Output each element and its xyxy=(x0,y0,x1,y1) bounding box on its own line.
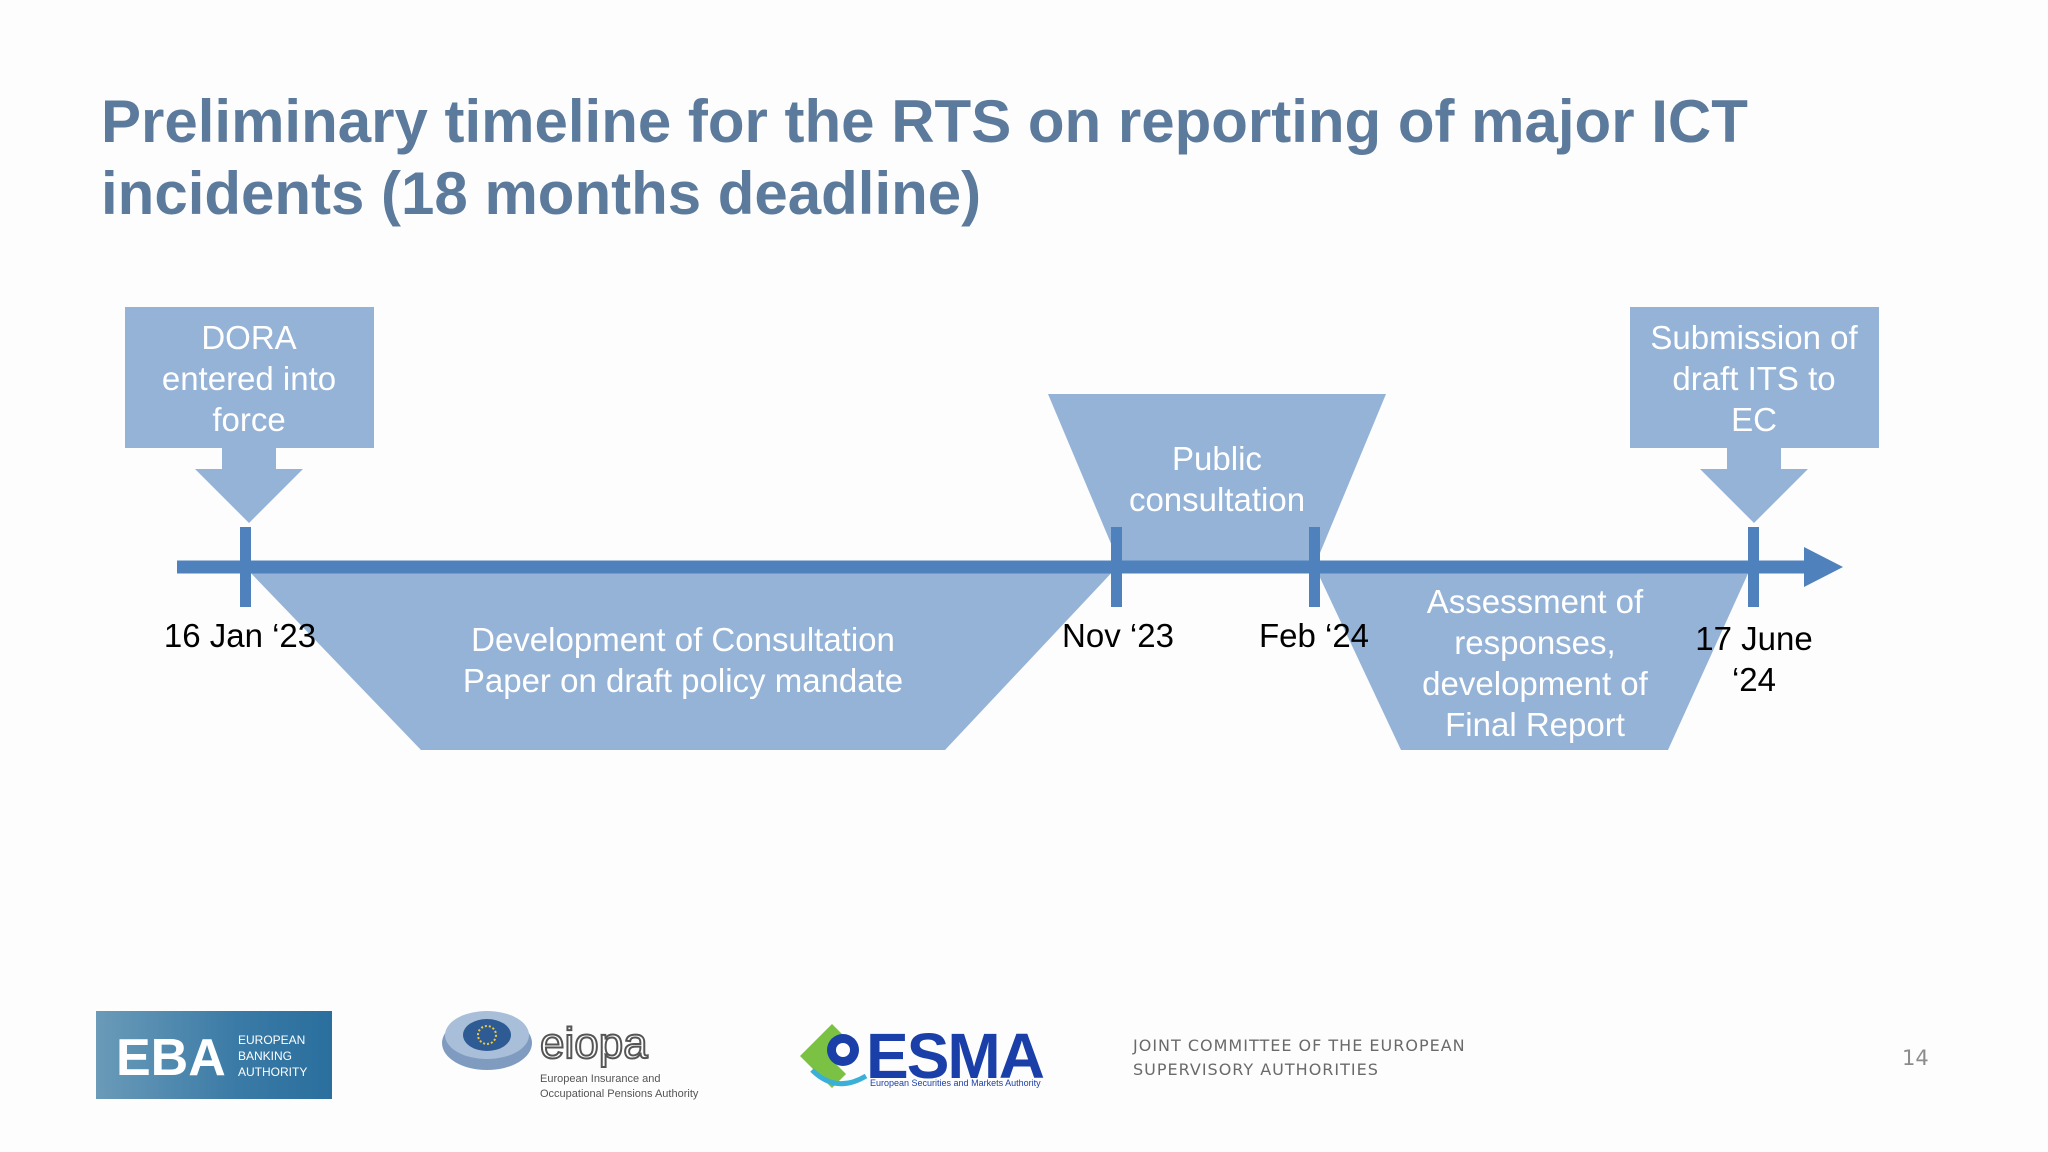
esma-sub: European Securities and Markets Authorit… xyxy=(870,1078,1041,1088)
title-line-1: Preliminary timeline for the RTS on repo… xyxy=(101,88,1748,155)
phase-development-line-1: Development of Consultation xyxy=(471,621,895,658)
callout-dora xyxy=(125,307,374,523)
callout-submission-line-2: draft ITS to xyxy=(1672,360,1835,397)
milestone-tick-feb24 xyxy=(1309,527,1320,607)
phase-assessment-shape xyxy=(1315,567,1751,750)
esma-logo: ESMA European Securities and Markets Aut… xyxy=(800,1020,1046,1092)
phase-development-line-2: Paper on draft policy mandate xyxy=(463,662,903,699)
milestone-date-jan23: 16 Jan ‘23 xyxy=(164,617,316,654)
milestone-date-feb24: Feb ‘24 xyxy=(1259,617,1369,654)
phase-public-consultation-shape xyxy=(1048,394,1386,565)
callout-dora-line-2: entered into xyxy=(162,360,336,397)
milestone-tick-nov23 xyxy=(1111,527,1122,607)
phase-assessment-line-1: Assessment of xyxy=(1427,583,1644,620)
phase-development-shape xyxy=(245,567,1117,750)
phase-assessment-line-4: Final Report xyxy=(1445,706,1625,743)
eba-abbr: EBA xyxy=(116,1029,226,1087)
eba-line-1: EUROPEAN xyxy=(238,1033,305,1047)
slide-title: Preliminary timeline for the RTS on repo… xyxy=(101,86,1901,230)
callout-dora-line-1: DORA xyxy=(201,319,296,356)
eba-line-3: AUTHORITY xyxy=(238,1065,307,1079)
eiopa-sub-1: European Insurance and xyxy=(540,1073,660,1085)
phase-public-consultation-line-2: consultation xyxy=(1129,481,1305,518)
milestone-date-nov23: Nov ‘23 xyxy=(1062,617,1174,654)
phase-assessment-line-3: development of xyxy=(1422,665,1648,702)
joint-committee-label: JOINT COMMITTEE OF THE EUROPEAN SUPERVIS… xyxy=(1133,1034,1466,1082)
callout-submission-line-3: EC xyxy=(1731,401,1777,438)
title-line-2: incidents (18 months deadline) xyxy=(101,160,982,227)
eiopa-sub-2: Occupational Pensions Authority xyxy=(540,1088,699,1100)
joint-committee-line-1: JOINT COMMITTEE OF THE EUROPEAN xyxy=(1133,1036,1466,1055)
page-number: 14 xyxy=(1902,1046,1929,1070)
callout-dora-line-3: force xyxy=(212,401,285,438)
eba-logo: EBA EUROPEAN BANKING AUTHORITY xyxy=(96,1011,332,1099)
timeline-arrowhead xyxy=(1804,547,1843,587)
milestone-tick-jun24 xyxy=(1748,527,1759,607)
phase-public-consultation-line-1: Public xyxy=(1172,440,1262,477)
milestone-date-jun24-line-1: 17 June xyxy=(1695,620,1812,657)
phase-assessment-line-2: responses, xyxy=(1454,624,1615,661)
esma-wordmark: ESMA xyxy=(866,1020,1044,1092)
eiopa-emblem-icon xyxy=(442,1011,532,1070)
esma-emblem-icon xyxy=(800,1024,868,1088)
eiopa-wordmark: eiopa xyxy=(540,1019,648,1068)
eba-line-2: BANKING xyxy=(238,1049,292,1063)
milestone-date-jun24-line-2: ‘24 xyxy=(1732,661,1776,698)
milestone-tick-jan23 xyxy=(240,527,251,607)
callout-submission xyxy=(1630,307,1879,523)
callout-submission-line-1: Submission of xyxy=(1650,319,1858,356)
eiopa-logo: eiopa European Insurance and Occupationa… xyxy=(442,1011,699,1100)
joint-committee-line-2: SUPERVISORY AUTHORITIES xyxy=(1133,1060,1379,1079)
